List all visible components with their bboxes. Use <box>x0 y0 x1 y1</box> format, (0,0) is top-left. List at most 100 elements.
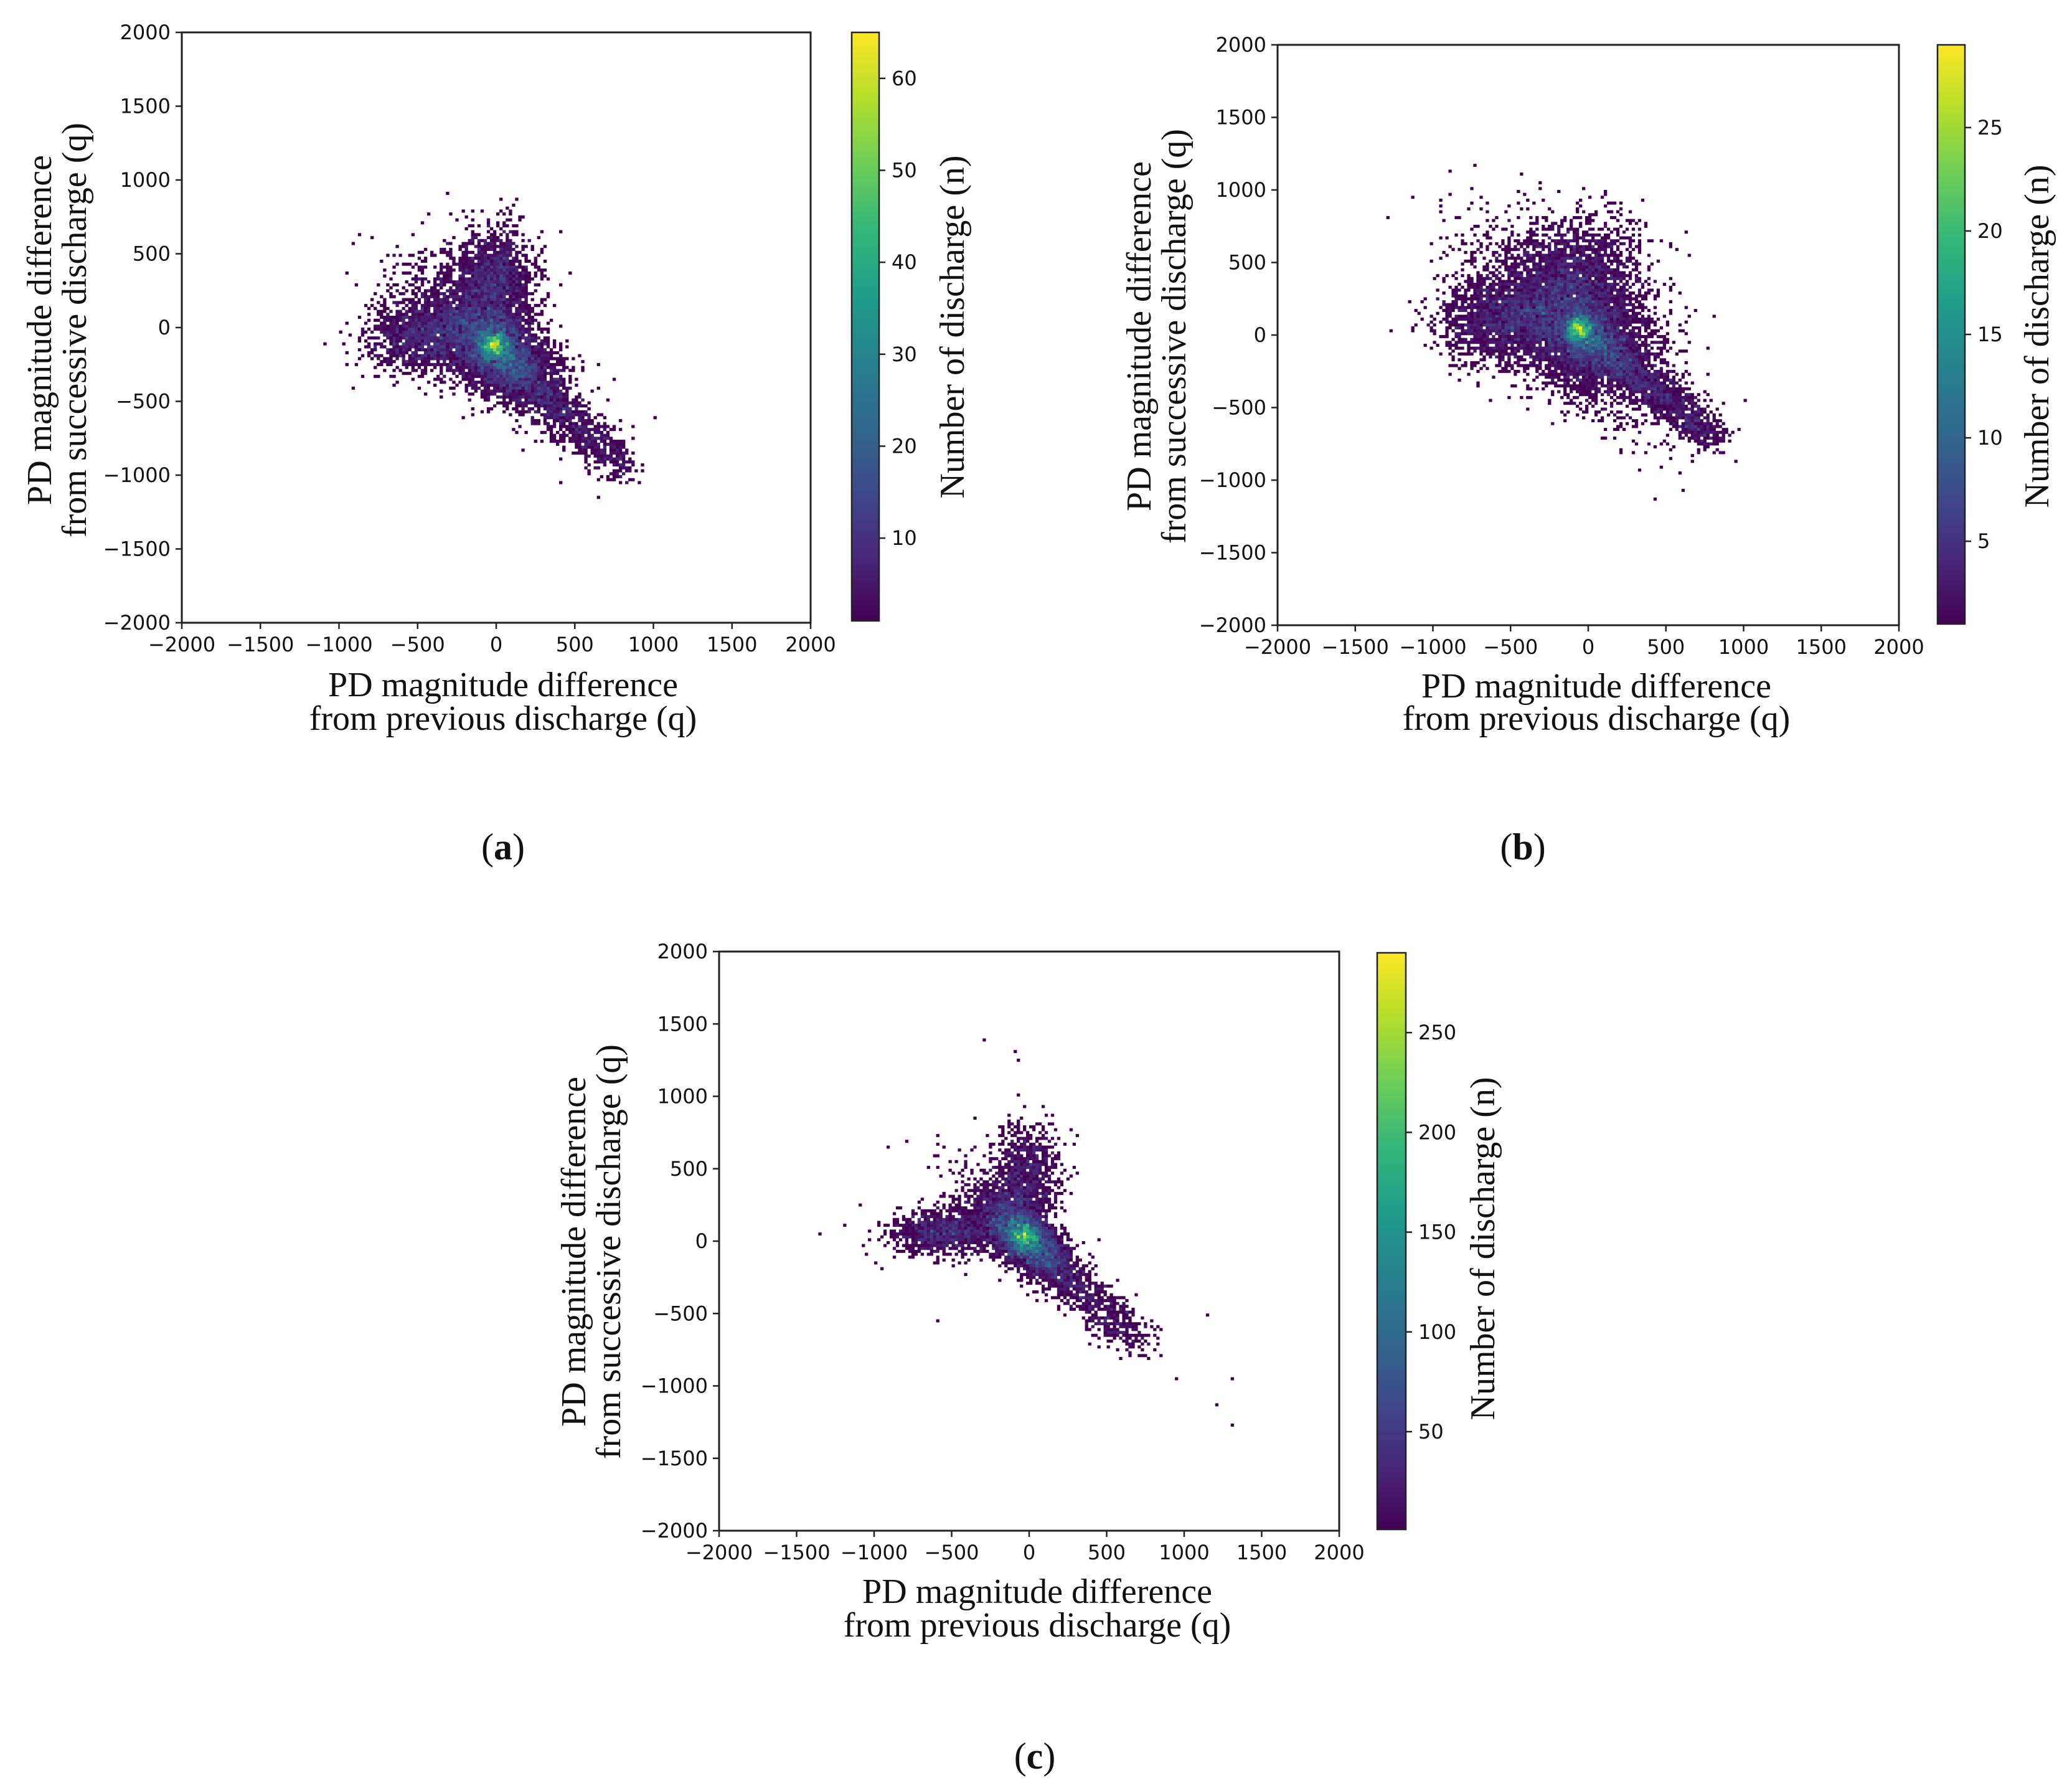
heatmap-cell <box>1573 274 1576 278</box>
heatmap-cell <box>593 442 597 446</box>
heatmap-cell <box>1457 346 1461 350</box>
heatmap-cell <box>521 392 525 396</box>
heatmap-cell <box>1507 369 1511 373</box>
heatmap-cell <box>1504 259 1508 263</box>
heatmap-cell <box>1486 297 1489 301</box>
heatmap-cell <box>581 404 585 408</box>
heatmap-cell <box>1576 215 1580 219</box>
heatmap-cell <box>1507 257 1511 260</box>
heatmap-cell <box>468 392 471 396</box>
heatmap-cell <box>492 242 497 245</box>
heatmap-cell <box>559 428 563 432</box>
heatmap-cell <box>1634 265 1639 269</box>
heatmap-cell <box>426 360 431 364</box>
heatmap-cell <box>1613 349 1617 353</box>
heatmap-cell <box>411 321 415 325</box>
heatmap-cell <box>496 286 500 290</box>
heatmap-cell <box>552 410 557 413</box>
heatmap-cell <box>1591 274 1595 278</box>
heatmap-cell <box>512 330 516 334</box>
heatmap-cell <box>483 362 487 366</box>
heatmap-cell <box>1697 448 1700 451</box>
heatmap-cell <box>1606 393 1611 397</box>
heatmap-cell <box>515 380 519 384</box>
heatmap-cell <box>405 333 408 337</box>
heatmap-cell <box>423 369 428 372</box>
heatmap-cell <box>524 306 528 310</box>
heatmap-cell <box>1585 222 1589 225</box>
heatmap-cell <box>452 342 456 346</box>
heatmap-cell <box>1650 346 1654 350</box>
heatmap-cell <box>1529 233 1533 237</box>
heatmap-cell <box>1439 210 1443 214</box>
y-tick-label: 0 <box>158 316 171 339</box>
heatmap-cell <box>461 250 465 254</box>
heatmap-cell <box>474 345 478 349</box>
heatmap-cell <box>1473 306 1477 310</box>
heatmap-cell <box>392 318 396 322</box>
heatmap-cell <box>395 342 399 346</box>
heatmap-cell <box>458 298 462 301</box>
heatmap-cell <box>1489 306 1492 310</box>
heatmap-cell <box>1653 413 1657 417</box>
heatmap-cell <box>433 313 437 316</box>
heatmap-cell <box>1557 280 1561 283</box>
heatmap-cell <box>1582 300 1586 304</box>
heatmap-cell <box>1641 306 1645 310</box>
heatmap-cell <box>1628 416 1632 420</box>
heatmap-cell <box>518 351 522 354</box>
heatmap-cell <box>1557 250 1561 254</box>
heatmap-cell <box>518 339 522 343</box>
heatmap-cell <box>527 384 531 387</box>
heatmap-cell <box>1554 320 1558 324</box>
heatmap-cell <box>367 345 371 349</box>
heatmap-cell <box>518 330 522 334</box>
heatmap-cell <box>1529 259 1533 263</box>
heatmap-cell <box>521 286 525 290</box>
heatmap-cell <box>1637 361 1642 364</box>
heatmap-cell <box>496 271 500 275</box>
heatmap-cell <box>1520 245 1523 248</box>
heatmap-cell <box>492 380 497 384</box>
heatmap-cell <box>1532 283 1536 286</box>
heatmap-cell <box>1479 280 1483 283</box>
heatmap-cell <box>584 425 588 428</box>
heatmap-cell <box>483 265 487 269</box>
heatmap-cell <box>1545 245 1548 248</box>
heatmap-cell <box>1613 332 1617 336</box>
heatmap-cell <box>1495 314 1499 318</box>
heatmap-cell <box>506 357 509 361</box>
heatmap-cell <box>380 321 384 325</box>
heatmap-cell <box>468 336 471 340</box>
heatmap-cell <box>1579 343 1583 347</box>
heatmap-cell <box>1576 285 1580 289</box>
heatmap-cell <box>1486 274 1489 278</box>
heatmap-cell <box>477 253 481 257</box>
heatmap-cell <box>534 339 537 343</box>
heatmap-cell <box>1594 311 1598 315</box>
heatmap-cell <box>1672 378 1676 382</box>
heatmap-cell <box>499 386 503 390</box>
heatmap-cell <box>1563 271 1567 275</box>
heatmap-cell <box>1687 393 1691 397</box>
heatmap-cell <box>1566 303 1570 306</box>
heatmap-cell <box>496 386 500 390</box>
heatmap-cell <box>443 351 446 354</box>
heatmap-cell <box>449 306 453 310</box>
heatmap-cell <box>1613 271 1617 275</box>
heatmap-cell <box>502 310 506 313</box>
heatmap-cell <box>1523 314 1527 318</box>
heatmap-cell <box>1582 271 1586 275</box>
heatmap-cell <box>483 245 487 248</box>
heatmap-cell <box>1520 257 1523 260</box>
heatmap-cell <box>1479 332 1483 336</box>
heatmap-cell <box>392 384 396 387</box>
heatmap-cell <box>1669 399 1673 402</box>
heatmap-cell <box>540 230 544 234</box>
heatmap-cell <box>568 410 572 413</box>
heatmap-cell <box>1520 271 1523 275</box>
heatmap-cell <box>1609 355 1614 359</box>
heatmap-cell <box>1476 341 1480 344</box>
heatmap-cell <box>1538 294 1542 298</box>
heatmap-cell <box>1619 369 1623 373</box>
